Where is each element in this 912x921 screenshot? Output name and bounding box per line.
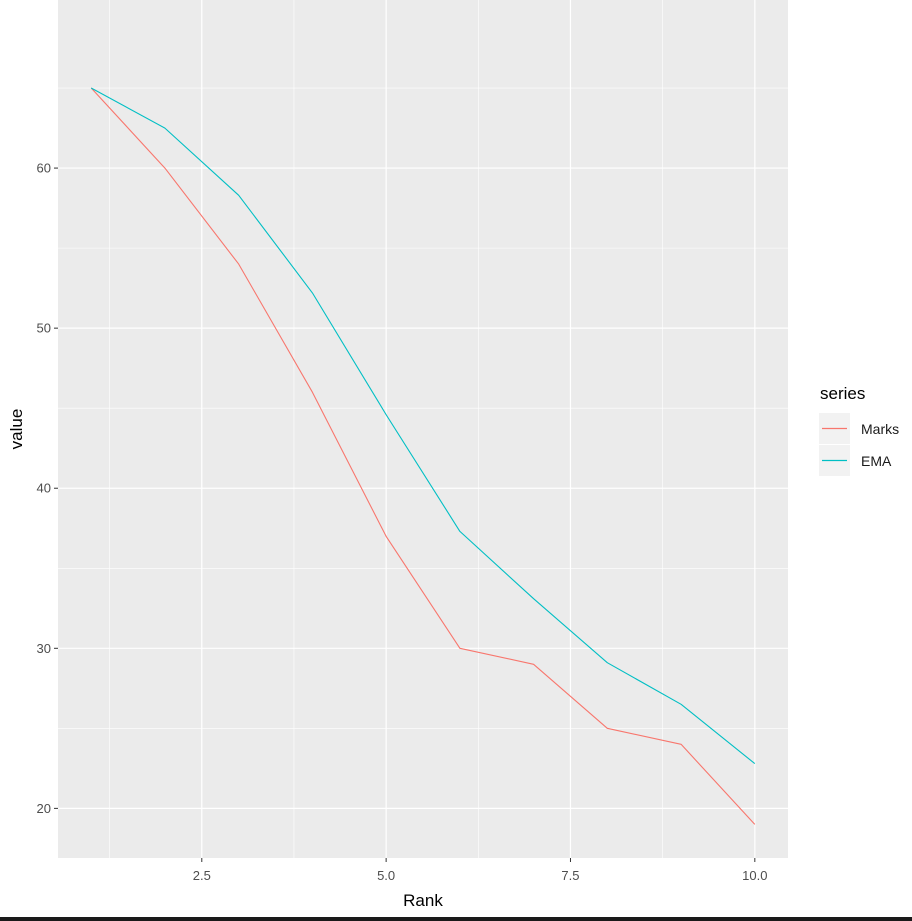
y-tick-label: 60: [37, 161, 51, 176]
legend: series Marks EMA: [819, 384, 899, 476]
y-tick-label: 40: [37, 481, 51, 496]
y-tick-label: 30: [37, 641, 51, 656]
series-line-ema: [90, 87, 756, 765]
bottom-border: [0, 917, 912, 921]
y-axis-title: value: [7, 409, 26, 450]
y-tick-label: 20: [37, 801, 51, 816]
series-lines: [90, 87, 756, 825]
y-axis: 20 30 40 50 60: [37, 161, 58, 816]
x-axis: 2.5 5.0 7.5 10.0: [193, 858, 767, 883]
major-gridlines: [58, 0, 788, 858]
x-axis-title: Rank: [403, 891, 443, 910]
series-line-marks: [90, 87, 756, 825]
x-tick-label: 5.0: [377, 868, 395, 883]
x-tick-label: 10.0: [742, 868, 767, 883]
legend-keys: Marks EMA: [819, 413, 899, 476]
x-tick-label: 2.5: [193, 868, 211, 883]
legend-label-ema: EMA: [861, 453, 892, 469]
minor-gridlines: [58, 0, 788, 858]
plot-panel: [58, 0, 788, 858]
x-tick-label: 7.5: [561, 868, 579, 883]
legend-title: series: [820, 384, 865, 403]
legend-label-marks: Marks: [861, 421, 899, 437]
y-tick-label: 50: [37, 321, 51, 336]
